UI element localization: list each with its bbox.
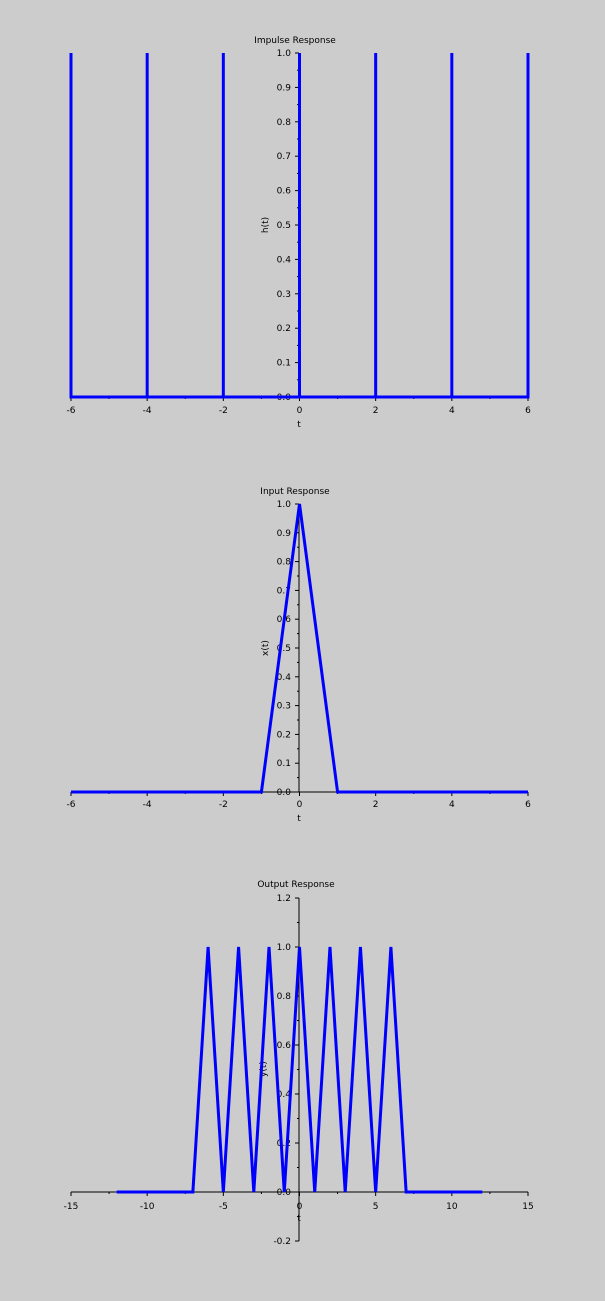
y-axis-label: x(t) <box>261 640 271 656</box>
y-tick-label: 1.2 <box>277 894 291 904</box>
y-tick-label: -0.2 <box>273 1237 291 1247</box>
y-tick-label: 0.7 <box>277 586 291 596</box>
y-tick-label: 0.1 <box>277 759 291 769</box>
y-tick-label: 0.2 <box>277 1139 291 1149</box>
x-tick-label: 6 <box>525 406 531 416</box>
y-tick-label: 0.4 <box>277 255 292 265</box>
y-tick-label: 0.3 <box>277 290 291 300</box>
x-tick-label: 4 <box>449 800 455 810</box>
y-tick-label: 0.8 <box>277 118 292 128</box>
x-tick-label: -6 <box>67 800 76 810</box>
y-tick-label: 0.8 <box>277 992 292 1002</box>
impulse-response-chart: Impulse Response h(t) t -6 -4 -2 0 2 4 60.00.1… <box>67 36 532 430</box>
y-tick-label: 0.3 <box>277 702 291 712</box>
x-tick-label: 10 <box>446 1202 458 1212</box>
series-line <box>71 503 528 794</box>
y-tick-label: 0.6 <box>277 187 292 197</box>
x-tick-label: -6 <box>67 406 76 416</box>
x-tick-label: -15 <box>64 1202 79 1212</box>
y-axis-label: h(t) <box>261 217 271 233</box>
y-tick-label: 1.0 <box>277 500 292 510</box>
y-tick-label: 0.5 <box>277 221 291 231</box>
y-tick-label: 0.4 <box>277 1090 292 1100</box>
y-tick-label: 0.9 <box>277 83 292 93</box>
chart-title: Output Response <box>257 880 335 890</box>
input-response-chart: Input Response x(t) t -6 -4 -2 0 2 4 6 0.0 0.1 0.… <box>67 487 532 824</box>
x-tick-label: -4 <box>143 406 152 416</box>
chart-title: Input Response <box>260 487 330 497</box>
y-axis-label: y(t) <box>259 1061 269 1077</box>
output-response-chart: Output Response y(t) t -15-10-5051015-0.… <box>64 880 534 1247</box>
x-tick-label: 2 <box>373 800 379 810</box>
series-line <box>69 53 530 399</box>
x-tick-label: 0 <box>297 800 303 810</box>
y-tick-label: 0.4 <box>277 673 292 683</box>
series-line <box>116 946 483 1194</box>
x-tick-label: -10 <box>140 1202 155 1212</box>
x-tick-label: -2 <box>219 406 228 416</box>
y-tick-label: 0.8 <box>277 558 292 568</box>
x-tick-label: 0 <box>297 406 303 416</box>
x-tick-label: 5 <box>373 1202 379 1212</box>
y-tick-label: 0.5 <box>277 644 291 654</box>
chart-title: Impulse Response <box>254 36 336 46</box>
y-tick-label: 1.0 <box>277 943 292 953</box>
x-axis-label: t <box>297 420 301 430</box>
x-tick-label: 4 <box>449 406 455 416</box>
x-tick-label: 6 <box>525 800 531 810</box>
y-tick-label: 0.9 <box>277 529 292 539</box>
x-tick-label: 2 <box>373 406 379 416</box>
x-axis-label: t <box>297 814 301 824</box>
y-tick-label: 0.6 <box>277 1041 292 1051</box>
y-tick-label: 1.0 <box>277 49 292 59</box>
y-tick-label: 0.2 <box>277 730 291 740</box>
y-tick-label: 0.1 <box>277 359 291 369</box>
y-tick-label: 0.7 <box>277 152 291 162</box>
x-tick-label: 15 <box>522 1202 533 1212</box>
x-tick-label: -4 <box>143 800 152 810</box>
x-tick-label: -5 <box>219 1202 228 1212</box>
y-tick-label: 0.0 <box>277 1188 292 1198</box>
y-tick-label: 0.2 <box>277 324 291 334</box>
y-tick-label: 0.0 <box>277 788 292 798</box>
x-tick-label: -2 <box>219 800 228 810</box>
x-tick-label: 0 <box>297 1202 303 1212</box>
